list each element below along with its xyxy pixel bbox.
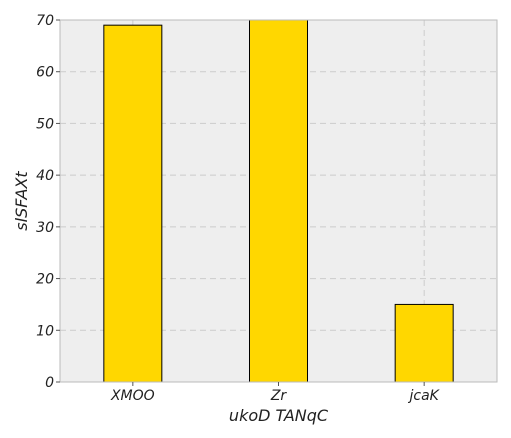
- bar-XMOO: [103, 24, 163, 383]
- y-tick-label: 20: [36, 272, 54, 288]
- y-tick-label: 70: [36, 13, 54, 29]
- bar-Zr: [249, 19, 308, 383]
- y-tick-label: 50: [36, 116, 54, 132]
- y-tick-label: 10: [36, 323, 54, 339]
- x-axis-ticks: XMOO Zr jcaK: [110, 382, 441, 404]
- bar-jcaK: [394, 303, 454, 383]
- y-tick-label: 40: [36, 168, 54, 184]
- y-tick-label: 60: [36, 65, 54, 81]
- y-tick-label: 0: [45, 375, 54, 391]
- x-tick-label: Zr: [270, 388, 288, 404]
- x-tick-label: jcaK: [407, 388, 440, 404]
- x-tick-label: XMOO: [110, 388, 155, 404]
- y-axis-label: slSFAXt: [12, 171, 31, 231]
- x-axis-label: ukoD TANqC: [229, 406, 329, 425]
- y-tick-label: 30: [36, 220, 54, 236]
- y-axis-ticks: 0 10 20 30 40 50 60 70: [36, 13, 60, 391]
